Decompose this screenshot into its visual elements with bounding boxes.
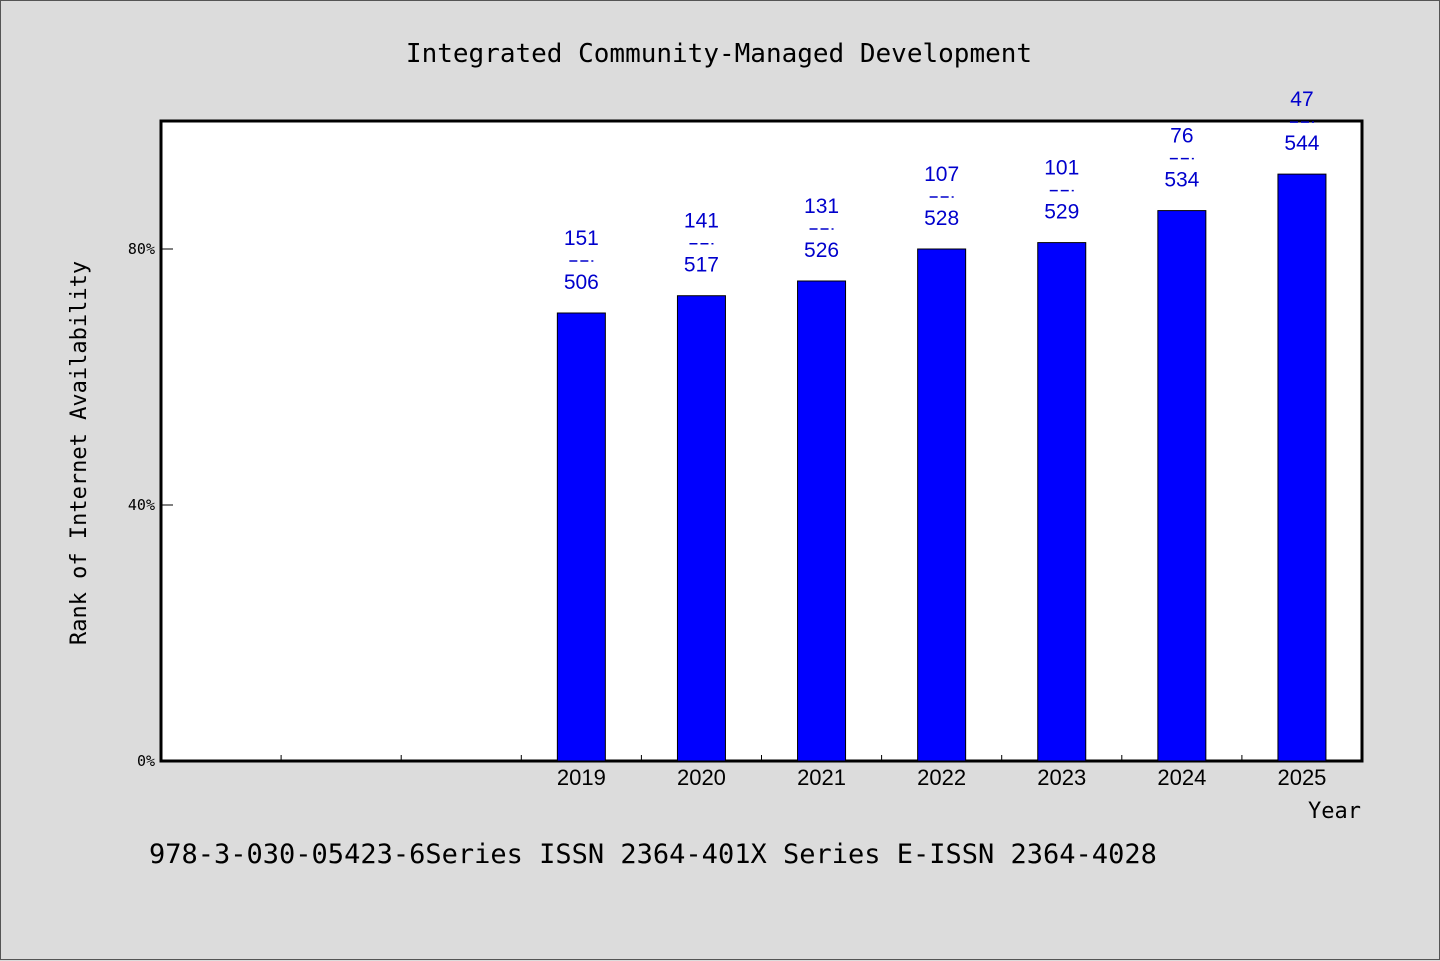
data-label-bottom: 529 <box>1044 201 1079 224</box>
data-label-top: 47 <box>1290 88 1313 111</box>
bar <box>797 280 847 762</box>
x-tick-label: 2023 <box>1037 765 1086 790</box>
bars-group <box>556 173 1327 762</box>
bar <box>1277 173 1327 762</box>
x-tick-label: 2024 <box>1157 765 1206 790</box>
bar <box>1037 242 1087 762</box>
data-labels-group: 151 506 141 517 131 526 107 528 101 529 76 534 47 544 <box>564 88 1320 294</box>
footer-isbn-issn: 978-3-030-05423-6Series ISSN 2364-401X S… <box>149 839 1157 870</box>
bar <box>676 295 726 762</box>
y-tick-label: 0% <box>137 752 155 770</box>
bar <box>556 312 606 762</box>
y-axis-label: Rank of Internet Availability <box>67 261 92 645</box>
data-label-bottom: 544 <box>1284 132 1319 155</box>
bar <box>1157 210 1207 762</box>
data-label-bottom: 506 <box>564 271 599 294</box>
data-label-top: 76 <box>1170 125 1193 148</box>
y-axis: 0% 40% 80% <box>128 240 173 770</box>
x-tick-label: 2021 <box>797 765 846 790</box>
x-tick-label: 2019 <box>557 765 606 790</box>
data-label-bottom: 534 <box>1164 169 1199 192</box>
data-label-top: 101 <box>1044 157 1079 180</box>
x-axis: 2019 2020 2021 2022 2023 2024 2025 <box>280 755 1326 790</box>
data-label-top: 131 <box>804 195 839 218</box>
data-label-bottom: 526 <box>804 239 839 262</box>
x-tick-label: 2025 <box>1277 765 1326 790</box>
data-label-top: 151 <box>564 227 599 250</box>
y-tick-label: 80% <box>128 240 155 258</box>
chart-title: Integrated Community-Managed Development <box>406 39 1032 69</box>
data-label-top: 107 <box>924 163 959 186</box>
data-label-bottom: 528 <box>924 207 959 230</box>
data-label-top: 141 <box>684 210 719 233</box>
bar <box>917 248 967 762</box>
x-tick-label: 2022 <box>917 765 966 790</box>
x-tick-label: 2020 <box>677 765 726 790</box>
data-label-bottom: 517 <box>684 254 719 277</box>
y-tick-label: 40% <box>128 496 155 514</box>
x-axis-label: Year <box>1308 799 1361 824</box>
